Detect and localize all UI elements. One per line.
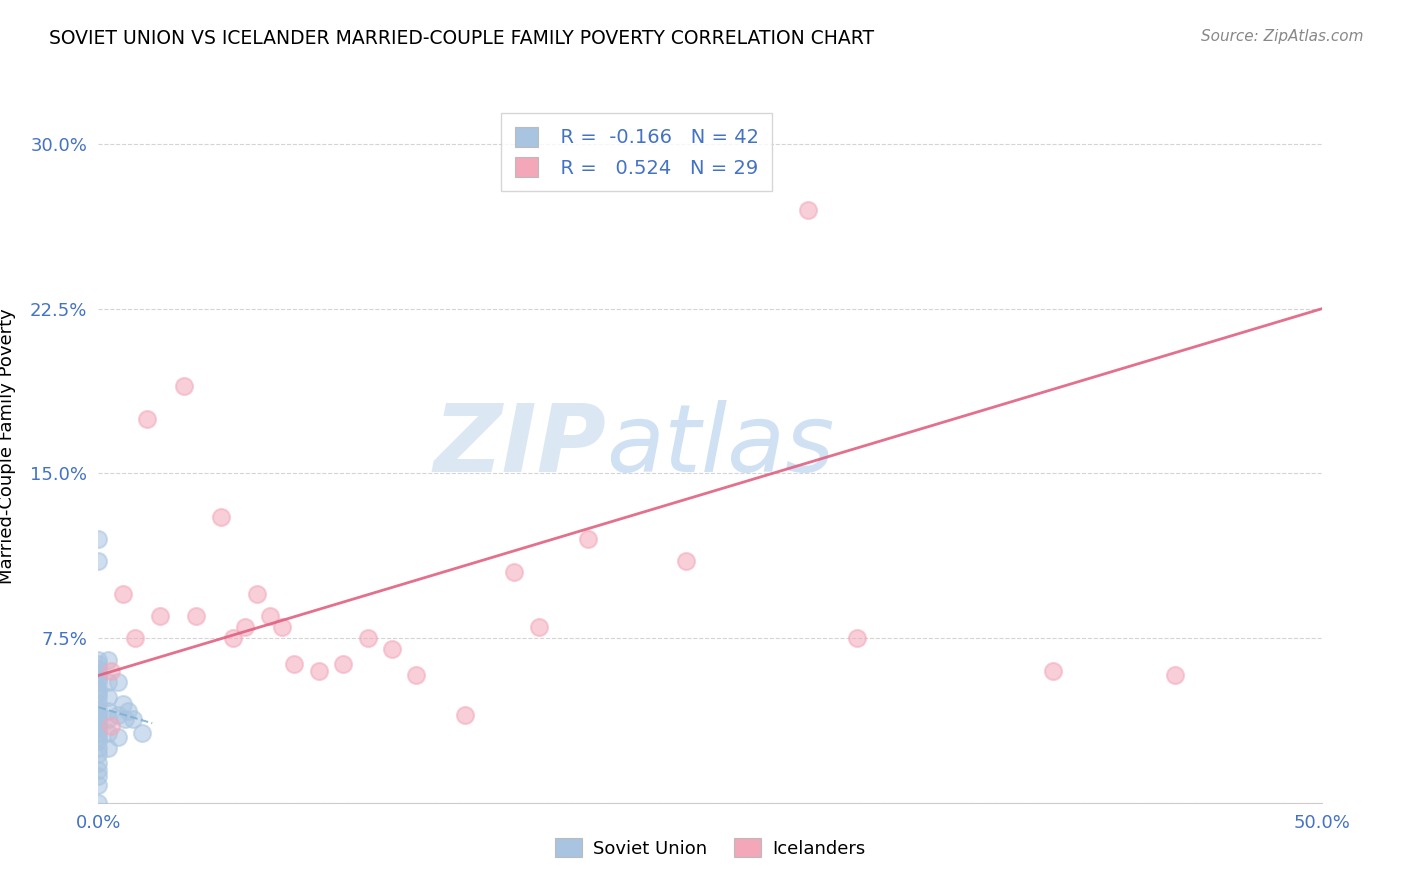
Point — [87, 704, 110, 718]
Point — [97, 675, 120, 690]
Point — [121, 712, 143, 726]
Point — [283, 657, 305, 672]
Point — [173, 378, 195, 392]
Point — [1164, 668, 1187, 682]
Point — [87, 778, 110, 792]
Point — [270, 620, 294, 634]
Point — [87, 730, 110, 744]
Point — [87, 796, 110, 810]
Point — [503, 566, 526, 580]
Point — [87, 740, 110, 755]
Point — [222, 631, 245, 645]
Point — [87, 708, 110, 723]
Point — [87, 763, 110, 777]
Point — [87, 675, 110, 690]
Point — [87, 747, 110, 762]
Point — [381, 642, 404, 657]
Point — [97, 653, 120, 667]
Point — [87, 712, 110, 726]
Point — [87, 756, 110, 771]
Point — [97, 690, 120, 705]
Point — [454, 708, 477, 723]
Point — [1042, 664, 1064, 678]
Text: atlas: atlas — [606, 401, 834, 491]
Point — [107, 675, 129, 690]
Point — [107, 730, 129, 744]
Point — [87, 657, 110, 672]
Point — [149, 609, 172, 624]
Legend: Soviet Union, Icelanders: Soviet Union, Icelanders — [540, 824, 880, 872]
Point — [124, 631, 146, 645]
Point — [845, 631, 868, 645]
Point — [87, 671, 110, 685]
Point — [405, 668, 427, 682]
Point — [675, 554, 697, 568]
Point — [87, 697, 110, 711]
Point — [356, 631, 378, 645]
Point — [97, 740, 120, 755]
Point — [97, 704, 120, 718]
Point — [87, 662, 110, 676]
Point — [233, 620, 256, 634]
Text: SOVIET UNION VS ICELANDER MARRIED-COUPLE FAMILY POVERTY CORRELATION CHART: SOVIET UNION VS ICELANDER MARRIED-COUPLE… — [49, 29, 875, 47]
Point — [527, 620, 550, 634]
Point — [107, 708, 129, 723]
Point — [87, 653, 110, 667]
Text: ZIP: ZIP — [433, 400, 606, 492]
Point — [114, 712, 136, 726]
Point — [87, 734, 110, 748]
Y-axis label: Married-Couple Family Poverty: Married-Couple Family Poverty — [0, 308, 15, 584]
Point — [136, 411, 159, 425]
Point — [87, 690, 110, 705]
Point — [87, 681, 110, 696]
Point — [797, 202, 820, 217]
Point — [87, 686, 110, 700]
Point — [246, 587, 269, 601]
Point — [117, 704, 139, 718]
Point — [186, 609, 208, 624]
Point — [259, 609, 281, 624]
Point — [97, 725, 120, 739]
Point — [100, 664, 122, 678]
Point — [87, 554, 110, 568]
Point — [87, 666, 110, 681]
Point — [87, 725, 110, 739]
Point — [100, 719, 122, 733]
Text: Source: ZipAtlas.com: Source: ZipAtlas.com — [1201, 29, 1364, 44]
Point — [576, 533, 599, 547]
Point — [87, 721, 110, 735]
Point — [97, 712, 120, 726]
Point — [131, 725, 153, 739]
Point — [332, 657, 354, 672]
Point — [111, 697, 134, 711]
Point — [87, 533, 110, 547]
Point — [87, 769, 110, 783]
Point — [87, 716, 110, 731]
Point — [111, 587, 134, 601]
Point — [308, 664, 330, 678]
Point — [209, 510, 232, 524]
